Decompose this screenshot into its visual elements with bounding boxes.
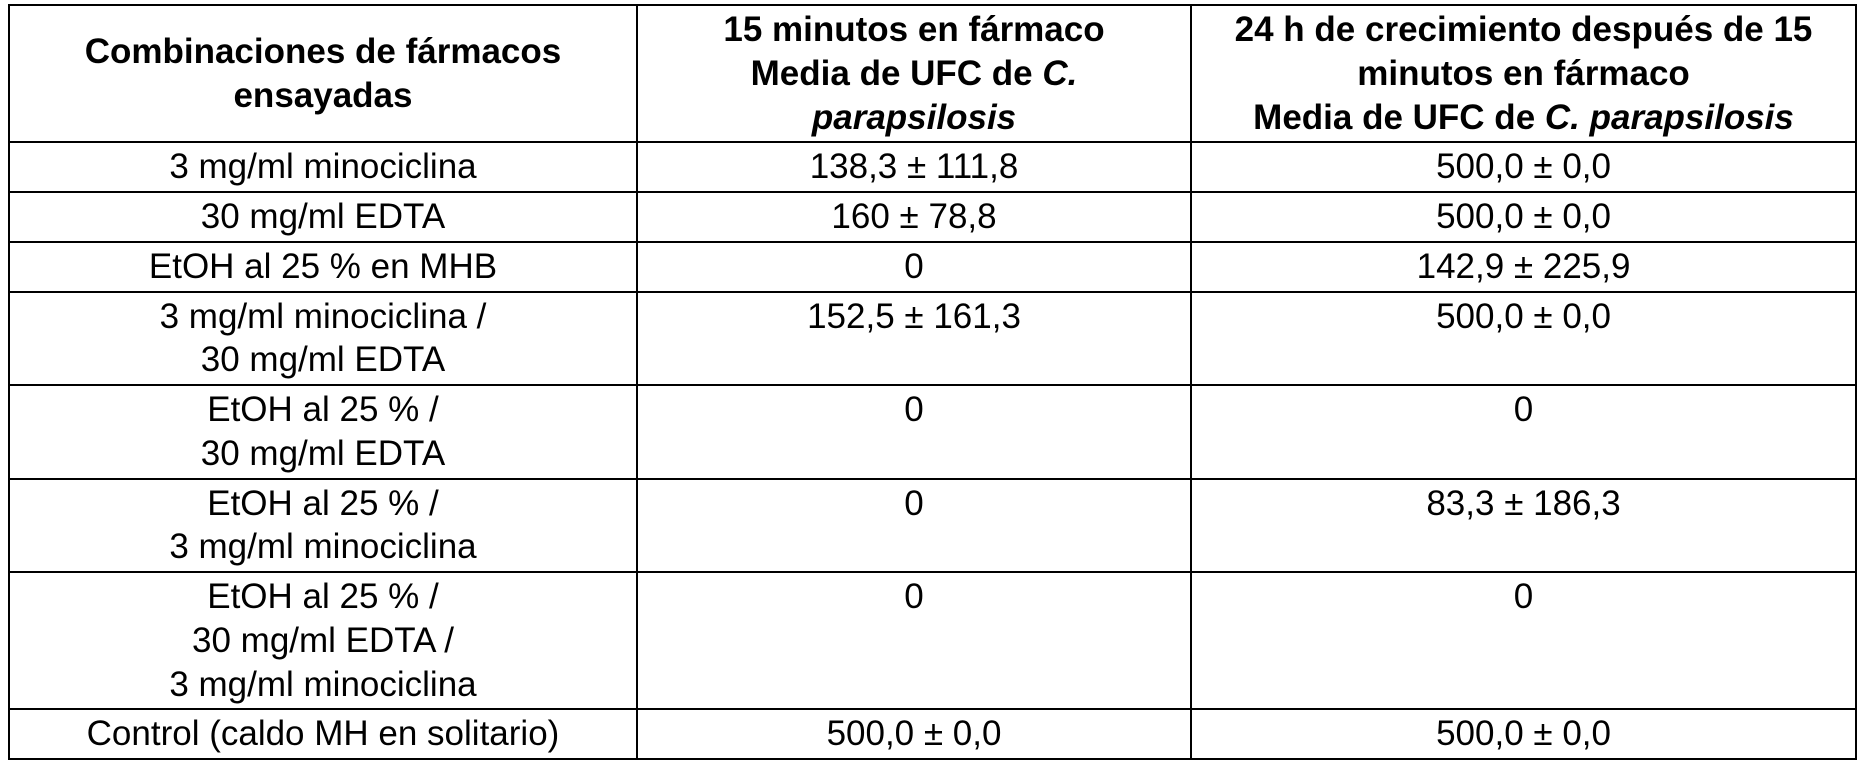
col-header-combinations: Combinaciones de fármacosensayadas (9, 5, 637, 142)
cell-text: EtOH al 25 % / (16, 482, 630, 526)
cell-text: 3 mg/ml minociclina (16, 145, 630, 189)
cell-combination: EtOH al 25 % /30 mg/ml EDTA (9, 385, 637, 479)
table-row: EtOH al 25 % /3 mg/ml minociclina083,3 ±… (9, 479, 1856, 573)
cell-text: 3 mg/ml minociclina (16, 663, 630, 707)
table-row: EtOH al 25 % en MHB0142,9 ± 225,9 (9, 242, 1856, 292)
cell-15min: 152,5 ± 161,3 (637, 292, 1191, 386)
cell-text: EtOH al 25 % / (16, 388, 630, 432)
cell-15min: 138,3 ± 111,8 (637, 142, 1191, 192)
cell-24h: 0 (1191, 385, 1856, 479)
cell-text: 30 mg/ml EDTA (16, 195, 630, 239)
table-row: EtOH al 25 % /30 mg/ml EDTA00 (9, 385, 1856, 479)
table-header-row: Combinaciones de fármacosensayadas 15 mi… (9, 5, 1856, 142)
cell-combination: EtOH al 25 % /30 mg/ml EDTA /3 mg/ml min… (9, 572, 637, 709)
cell-combination: 3 mg/ml minociclina /30 mg/ml EDTA (9, 292, 637, 386)
cell-15min: 0 (637, 479, 1191, 573)
cell-combination: 3 mg/ml minociclina (9, 142, 637, 192)
cell-combination: Control (caldo MH en solitario) (9, 709, 637, 759)
cell-24h: 142,9 ± 225,9 (1191, 242, 1856, 292)
cell-24h: 0 (1191, 572, 1856, 709)
cell-text: 30 mg/ml EDTA / (16, 619, 630, 663)
cell-15min: 160 ± 78,8 (637, 192, 1191, 242)
table-row: EtOH al 25 % /30 mg/ml EDTA /3 mg/ml min… (9, 572, 1856, 709)
cell-combination: 30 mg/ml EDTA (9, 192, 637, 242)
table-row: Control (caldo MH en solitario)500,0 ± 0… (9, 709, 1856, 759)
col-header-24h: 24 h de crecimiento después de 15minutos… (1191, 5, 1856, 142)
cell-text: EtOH al 25 % / (16, 575, 630, 619)
col-header-15min: 15 minutos en fármacoMedia de UFC de C.p… (637, 5, 1191, 142)
cell-combination: EtOH al 25 % /3 mg/ml minociclina (9, 479, 637, 573)
cell-text: EtOH al 25 % en MHB (16, 245, 630, 289)
cell-24h: 500,0 ± 0,0 (1191, 192, 1856, 242)
cell-15min: 500,0 ± 0,0 (637, 709, 1191, 759)
table-row: 30 mg/ml EDTA160 ± 78,8500,0 ± 0,0 (9, 192, 1856, 242)
cell-text: 3 mg/ml minociclina (16, 525, 630, 569)
cell-text: 30 mg/ml EDTA (16, 338, 630, 382)
drug-combinations-table: Combinaciones de fármacosensayadas 15 mi… (8, 4, 1857, 760)
cell-text: 3 mg/ml minociclina / (16, 295, 630, 339)
table-header: Combinaciones de fármacosensayadas 15 mi… (9, 5, 1856, 142)
cell-text: 30 mg/ml EDTA (16, 432, 630, 476)
cell-combination: EtOH al 25 % en MHB (9, 242, 637, 292)
cell-15min: 0 (637, 572, 1191, 709)
page: Combinaciones de fármacosensayadas 15 mi… (0, 0, 1865, 719)
cell-15min: 0 (637, 385, 1191, 479)
table-row: 3 mg/ml minociclina138,3 ± 111,8500,0 ± … (9, 142, 1856, 192)
cell-15min: 0 (637, 242, 1191, 292)
table-body: 3 mg/ml minociclina138,3 ± 111,8500,0 ± … (9, 142, 1856, 759)
cell-24h: 500,0 ± 0,0 (1191, 709, 1856, 759)
cell-24h: 83,3 ± 186,3 (1191, 479, 1856, 573)
table-row: 3 mg/ml minociclina /30 mg/ml EDTA152,5 … (9, 292, 1856, 386)
cell-24h: 500,0 ± 0,0 (1191, 292, 1856, 386)
cell-24h: 500,0 ± 0,0 (1191, 142, 1856, 192)
